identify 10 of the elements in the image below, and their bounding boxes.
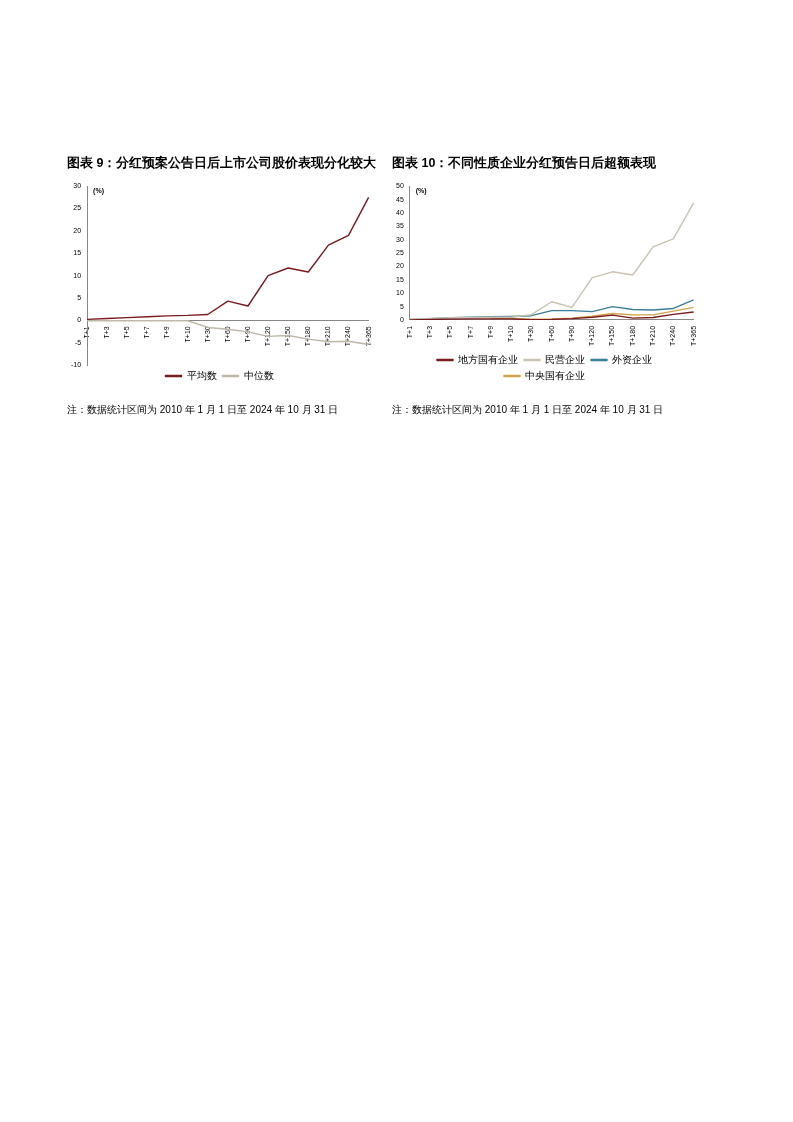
legend-label: 外资企业 xyxy=(612,353,652,365)
legend-label: 中位数 xyxy=(243,369,274,381)
legend-label: 中央国有企业 xyxy=(525,369,585,381)
chart-title: 图表 10：不同性质企业分红预告日后超额表现 xyxy=(392,155,658,172)
legend-label: 地方国有企业 xyxy=(457,353,518,365)
chart-title: 图表 9：分红预案公告日后上市公司股价表现分化较大 xyxy=(67,155,378,172)
text: 注：数据统计区间为 2010 年 1 月 1 日至 2024 年 10 月 31 日 xyxy=(392,403,665,417)
legend-label: 民营企业 xyxy=(545,353,585,365)
legend-label: 平均数 xyxy=(186,369,217,381)
text: 注：数据统计区间为 2010 年 1 月 1 日至 2024 年 10 月 31 日 xyxy=(67,403,340,417)
